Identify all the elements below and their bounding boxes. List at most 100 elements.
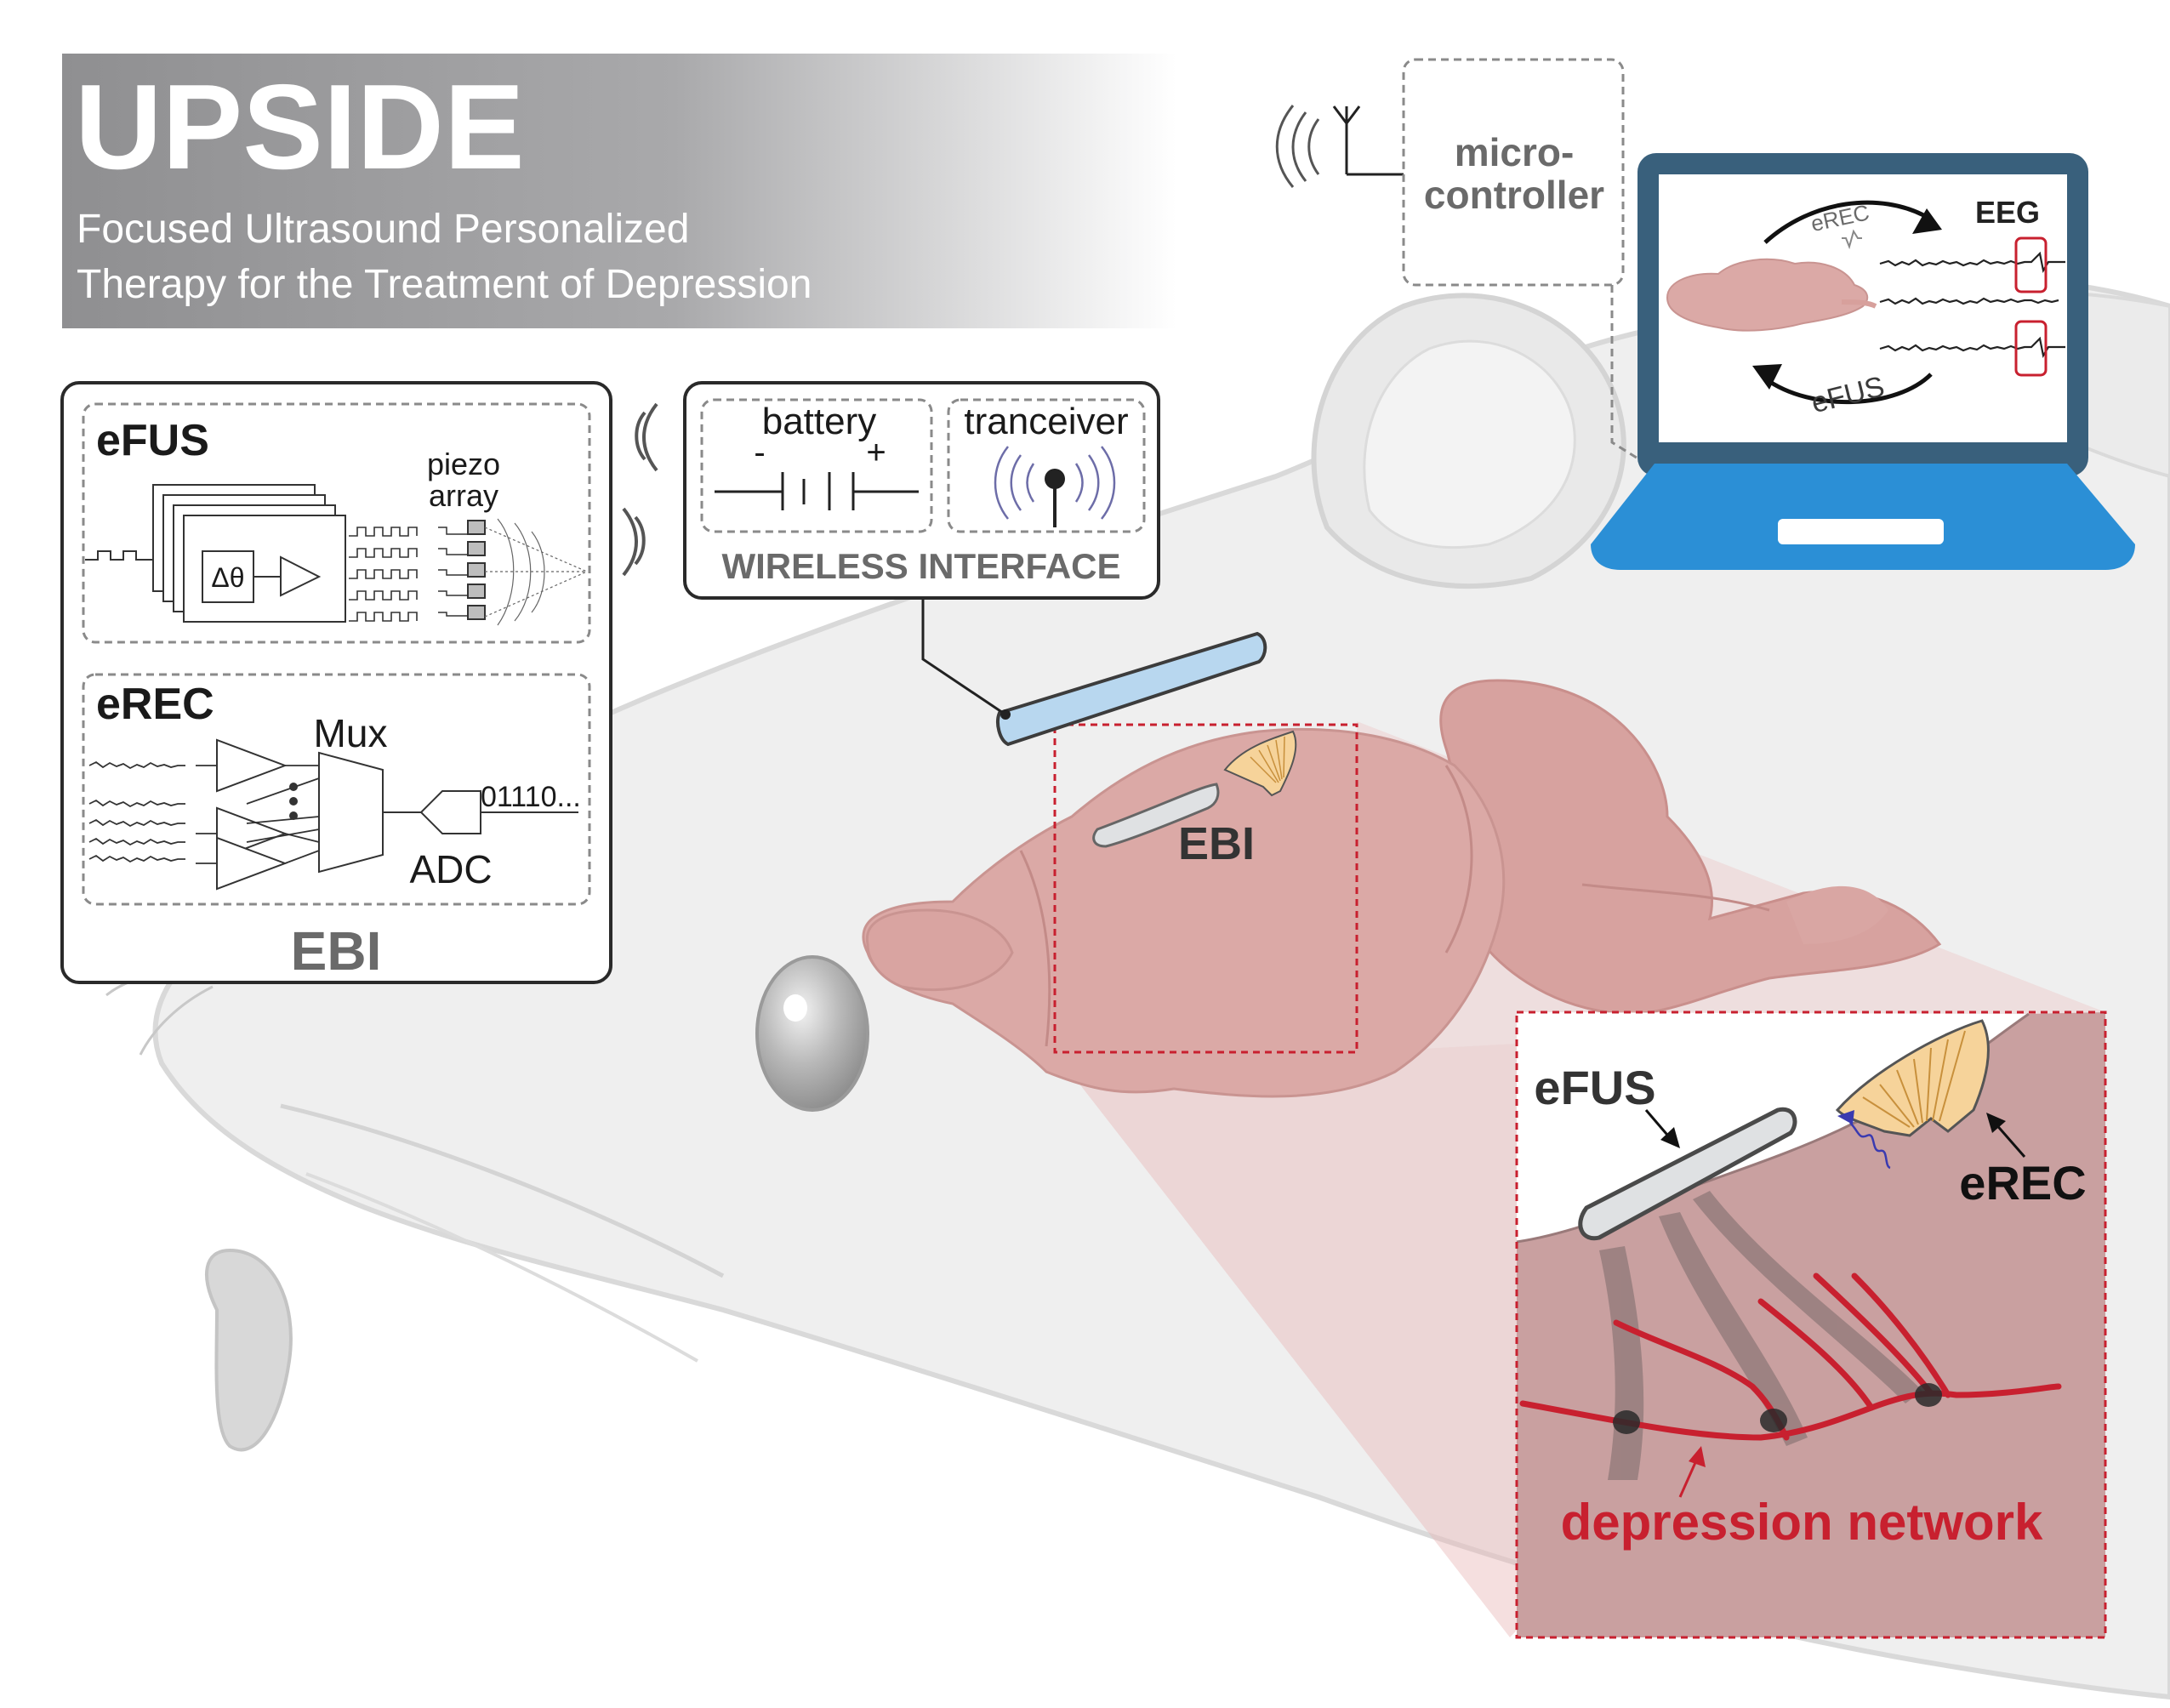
head-ebi-label: EBI — [1178, 818, 1255, 869]
erec-block-label: eREC — [96, 680, 214, 729]
piezo-label-1: piezo — [427, 447, 500, 481]
wireless-interface: battery - + tranceiver WIRELESS INT — [683, 381, 1160, 600]
ellipsis-dot-2 — [289, 797, 298, 806]
ellipsis-dot-3 — [289, 811, 298, 820]
laptop-base — [1591, 464, 2135, 570]
bits-label: 01110... — [481, 781, 581, 813]
brain-fold-2 — [1444, 765, 1473, 954]
screen-eeg-label: EEG — [1975, 195, 2040, 230]
efus-block — [82, 402, 591, 644]
eeg-highlight-2 — [2014, 320, 2048, 377]
transceiver-label: tranceiver — [964, 401, 1128, 442]
erec-pointer — [1993, 1122, 2026, 1158]
brain-tail — [1786, 885, 1888, 944]
piezo-array — [467, 520, 486, 620]
erec-fan-lines — [1250, 736, 1285, 783]
efus-block-label: eFUS — [96, 416, 209, 465]
brain-olfactory — [865, 908, 1014, 992]
screen-brain — [1666, 258, 1869, 332]
erec-block — [82, 673, 591, 906]
brain-cortex — [862, 727, 1506, 1098]
rat-ear-inner — [1363, 339, 1576, 549]
erec-array-small — [1223, 730, 1297, 797]
erec-amplifiers — [216, 738, 288, 891]
inset-wave-arrow — [1837, 1110, 1854, 1124]
inset-brain-fill — [1517, 1012, 2105, 1637]
erec-input-signals — [88, 760, 185, 863]
banner-title: UPSIDE — [75, 60, 525, 195]
rat-eye — [755, 955, 869, 1112]
piezo-wires — [438, 527, 468, 617]
screen-arrow-bottom — [1763, 373, 1933, 405]
mux-shape — [318, 751, 384, 874]
inset-erec-label: eREC — [1959, 1156, 2086, 1210]
ebi-panel-label: EBI — [291, 920, 382, 982]
wireless-waves-panel — [622, 402, 658, 577]
screen-arrow-top-head — [1912, 208, 1942, 234]
battery-minus: - — [754, 434, 765, 471]
title-banner: UPSIDE Focused Ultrasound Personalized T… — [62, 54, 1176, 328]
rat-mouth-line — [280, 1103, 725, 1278]
rat-nose — [205, 1248, 293, 1452]
battery-label: battery — [762, 401, 877, 442]
microcontroller-box — [1402, 58, 1625, 287]
device-connector-dot — [1000, 709, 1011, 720]
brain-fold — [1019, 850, 1051, 1047]
network-pointer — [1678, 1458, 1699, 1498]
brain-focus-box — [1053, 723, 1358, 1054]
erec-pointer-head — [1986, 1113, 2006, 1133]
battery-plus: + — [866, 434, 886, 471]
screen-arrow-top — [1763, 200, 1928, 244]
piezo-label-2: array — [429, 478, 498, 513]
ebi-device — [996, 631, 1267, 747]
battery-symbol — [715, 472, 919, 510]
screen-spike — [1842, 229, 1862, 250]
erec-mux-wires — [196, 765, 320, 864]
banner-background — [62, 54, 1176, 328]
laptop: eREC eFUS EEG — [1591, 153, 2135, 570]
antenna-waves — [1275, 105, 1320, 188]
banner-subtitle-line1: Focused Ultrasound Personalized — [77, 207, 689, 252]
inset-network-label: depression network — [1561, 1494, 2043, 1551]
ellipsis-dot-1 — [289, 783, 298, 791]
eeg-highlight-1 — [2014, 236, 2048, 293]
efus-pointer-head — [1660, 1127, 1680, 1148]
inset-wave-signal — [1849, 1122, 1891, 1170]
delta-theta-label: Δθ — [211, 562, 244, 593]
inset-efus-device — [1578, 1107, 1797, 1241]
banner-subtitle-line2: Therapy for the Treatment of Depression — [77, 262, 812, 307]
battery-block — [700, 398, 933, 533]
ultrasound-focus-waves — [484, 518, 588, 626]
transceiver-block — [947, 398, 1146, 533]
brain-fold-3 — [1581, 883, 1770, 912]
screen-brain-stem — [1841, 299, 1877, 309]
ebi-panel: eFUS piezo array Δθ — [60, 381, 612, 984]
wireless-frame — [683, 381, 1160, 600]
inset-erec-fan-lines — [1862, 1030, 1966, 1128]
rat-eye-highlight — [783, 994, 807, 1022]
transceiver-antenna-icon — [994, 446, 1116, 527]
inset-erec-array — [1835, 1019, 1990, 1137]
brain — [862, 679, 1942, 1098]
efus-clock-signal — [85, 550, 153, 561]
wireless-interface-label: WIRELESS INTERFACE — [721, 546, 1120, 586]
pulse-trains — [349, 527, 418, 622]
microcontroller: micro- controller — [1275, 58, 1647, 465]
network-nodes — [1613, 1383, 1942, 1434]
eeg-traces — [1879, 251, 2065, 359]
efus-device-small — [1092, 783, 1220, 848]
inset-efus-label: eFUS — [1534, 1061, 1655, 1114]
microcontroller-label-2: controller — [1424, 173, 1604, 217]
laptop-trackpad — [1778, 519, 1944, 544]
mcu-to-laptop-line — [1610, 285, 1647, 465]
microcontroller-label-1: micro- — [1455, 130, 1575, 174]
screen-arrow-bottom-head — [1752, 364, 1782, 390]
antenna-icon — [1332, 105, 1404, 176]
rat-cheek-line — [305, 1172, 698, 1363]
device-connector-line — [921, 598, 1006, 716]
adc-label: ADC — [409, 847, 492, 891]
mux-label: Mux — [314, 711, 388, 755]
network-pointer-head — [1689, 1446, 1706, 1467]
inset-zoom: eFUS eREC depression network — [1515, 1011, 2107, 1639]
